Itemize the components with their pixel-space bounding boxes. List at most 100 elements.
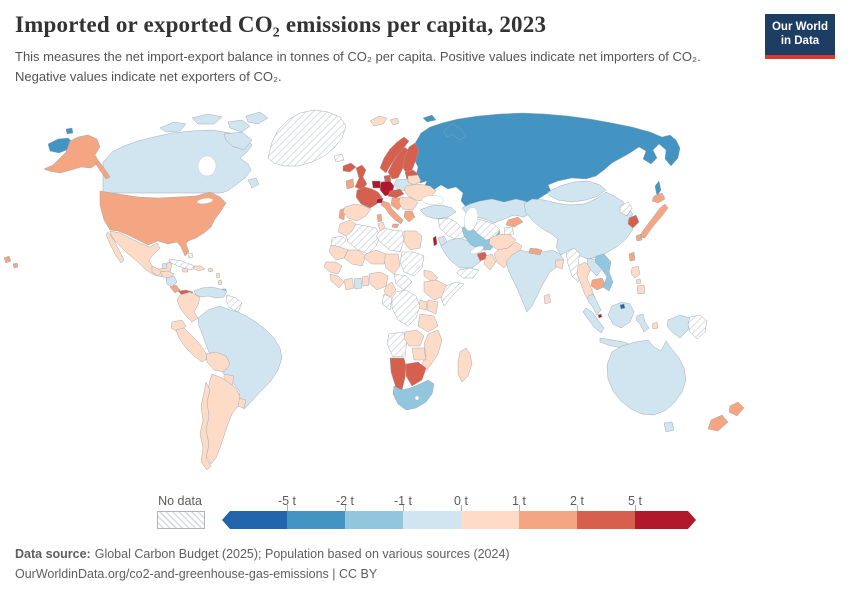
country-cambodia[interactable] [590,277,607,291]
country-cameroon[interactable] [383,281,397,299]
country-angola[interactable] [386,331,408,358]
country-western-sahara[interactable] [330,235,347,248]
country-puerto-rico[interactable] [207,267,214,273]
country-nepal[interactable] [528,247,543,256]
country-canada-arctic-islands[interactable] [159,111,269,189]
country-oman[interactable] [483,253,497,271]
legend-bin-m2-m1[interactable] [345,511,403,529]
country-brunei[interactable] [619,303,626,310]
country-jamaica[interactable] [181,267,189,273]
legend-bin-m5-m2[interactable] [287,511,345,529]
country-north-korea[interactable] [619,201,633,217]
country-madagascar[interactable] [457,347,473,383]
country-australia[interactable] [606,339,687,433]
country-tajikistan[interactable] [503,226,515,236]
country-malaysia[interactable] [587,293,602,316]
country-norway[interactable] [379,136,410,174]
legend-bin-lt-m5[interactable] [222,511,287,529]
country-south-africa[interactable] [392,379,435,411]
owid-logo[interactable]: Our World in Data [765,14,835,59]
country-spain[interactable] [342,203,372,222]
country-japan[interactable] [635,192,669,242]
country-namibia[interactable] [389,357,407,391]
country-west-papua[interactable] [666,314,691,339]
country-denmark[interactable] [383,174,392,183]
country-iceland[interactable] [342,162,357,173]
country-zambia[interactable] [403,329,425,347]
country-israel[interactable] [432,235,438,247]
country-ghana[interactable] [353,277,363,290]
country-togo-benin[interactable] [361,275,370,287]
country-botswana[interactable] [405,361,427,387]
country-russia[interactable] [413,112,681,208]
country-united-states-alaska[interactable] [43,134,111,180]
country-mali[interactable] [343,249,367,267]
country-afghanistan[interactable] [488,233,517,251]
country-singapore[interactable] [597,313,603,319]
country-vietnam[interactable] [594,253,614,292]
country-tanzania[interactable] [417,313,439,333]
country-borneo[interactable] [607,301,635,329]
country-belize[interactable] [161,262,168,270]
country-russia-islands[interactable] [422,114,662,197]
country-niger[interactable] [363,249,387,265]
country-new-zealand[interactable] [707,401,745,432]
country-costa-rica[interactable] [169,284,181,294]
country-turkey[interactable] [419,204,457,220]
country-italy[interactable] [376,200,404,229]
legend-bin-gt5[interactable] [635,511,696,529]
country-bolivia[interactable] [205,351,231,373]
country-sri-lanka[interactable] [543,293,552,305]
country-chad[interactable] [383,253,401,275]
country-egypt[interactable] [403,230,423,251]
legend-no-data-swatch[interactable] [157,511,205,529]
country-sumatra[interactable] [582,307,605,334]
country-benelux[interactable] [371,180,382,189]
country-zimbabwe[interactable] [411,347,427,361]
country-united-kingdom[interactable] [354,164,368,191]
legend-bin-1-2[interactable] [519,511,577,529]
country-chile[interactable] [199,381,212,471]
country-china[interactable] [523,191,634,260]
country-greece[interactable] [403,210,416,223]
country-uganda[interactable] [418,299,428,311]
country-argentina[interactable] [204,373,241,465]
country-libya[interactable] [375,227,405,253]
country-central-african-republic[interactable] [393,273,413,291]
canonical-url-link[interactable]: OurWorldinData.org/co2-and-greenhouse-ga… [15,567,329,582]
country-cuba[interactable] [168,258,197,271]
country-honduras[interactable] [159,270,175,279]
country-sulawesi[interactable] [635,313,650,333]
country-congo-gabon[interactable] [381,293,393,311]
country-bahamas[interactable] [187,252,194,259]
country-kyrgyzstan[interactable] [505,216,524,228]
country-nigeria[interactable] [368,271,389,291]
country-sierra-leone-liberia[interactable] [329,273,345,289]
legend-bin-0-1[interactable] [461,511,519,529]
country-bangladesh[interactable] [554,259,565,270]
country-papua-new-guinea[interactable] [687,314,708,340]
country-south-korea[interactable] [627,214,640,229]
country-sudan[interactable] [399,251,425,277]
country-lesser-antilles[interactable] [215,272,223,286]
country-mongolia[interactable] [547,180,607,203]
country-belarus[interactable] [407,174,422,186]
country-france[interactable] [355,186,383,209]
legend-bin-2-5[interactable] [577,511,635,529]
country-somalia[interactable] [440,281,465,307]
country-nicaragua[interactable] [165,275,178,288]
country-cote-divoire[interactable] [343,277,355,291]
country-united-states[interactable] [99,190,227,257]
country-guatemala[interactable] [151,265,163,277]
legend-bin-m1-0[interactable] [403,511,461,529]
country-mozambique[interactable] [419,329,443,375]
country-romania-bulgaria[interactable] [398,196,419,211]
country-india[interactable] [505,247,565,313]
country-dr-congo[interactable] [391,289,421,327]
country-united-states-hawaii[interactable] [3,255,19,269]
country-taiwan[interactable] [628,251,636,262]
country-philippines[interactable] [630,265,646,295]
country-greenland[interactable] [267,109,347,167]
country-colombia[interactable] [176,291,201,323]
country-yemen[interactable] [456,267,480,279]
